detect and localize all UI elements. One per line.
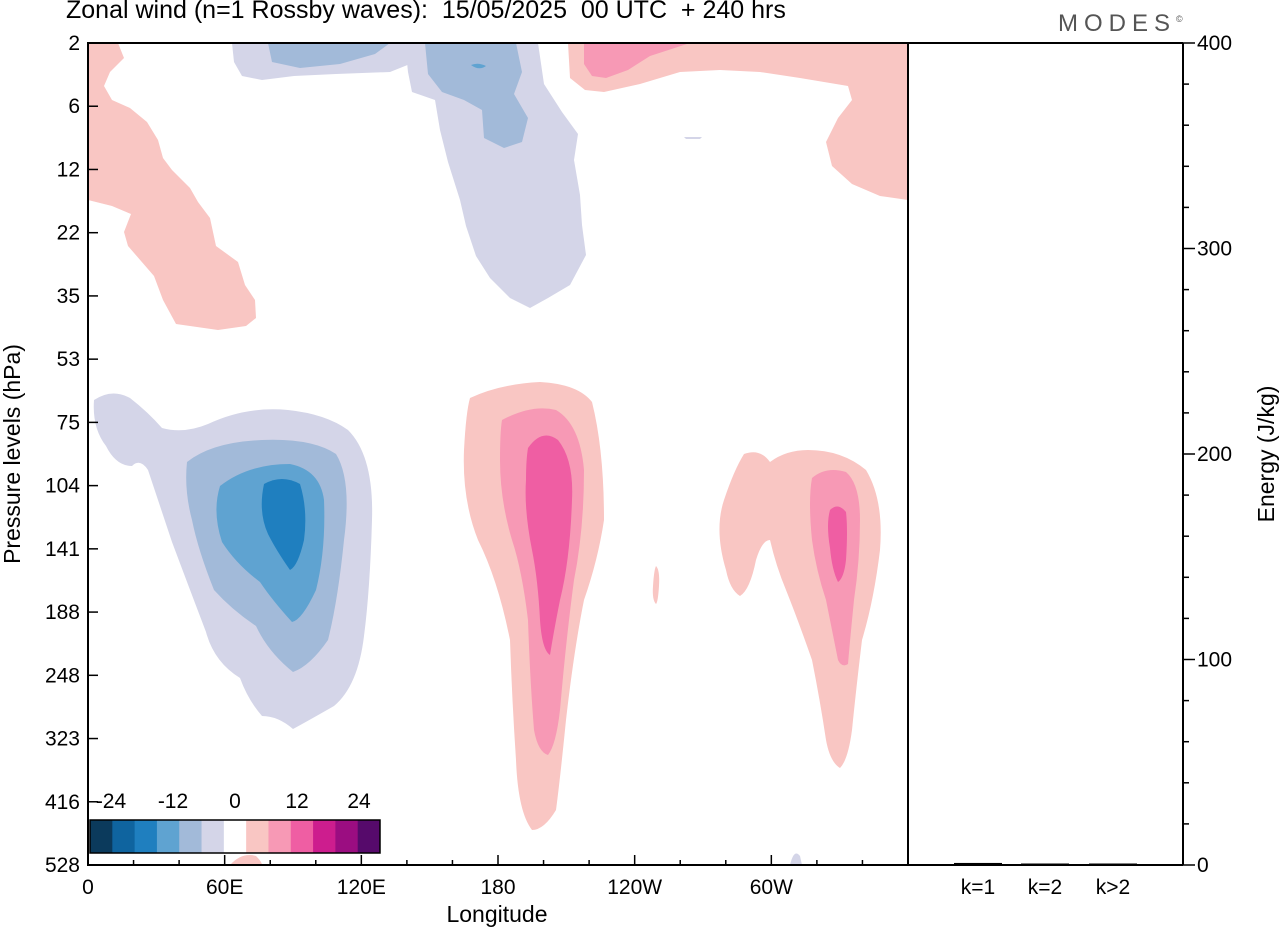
energy-category-label: k=2: [1028, 876, 1062, 899]
y-tick-label: 53: [57, 348, 80, 371]
energy-bar: [1089, 863, 1137, 865]
contour-bottom-negative: [790, 853, 802, 865]
colorbar-swatch: [246, 820, 269, 853]
contour-west-negative-core: [261, 479, 306, 570]
energy-tick-label: 300: [1197, 238, 1232, 261]
y-tick-label: 104: [45, 475, 80, 498]
energy-bar: [1021, 863, 1069, 865]
contour-upper-left-positive: [88, 43, 256, 330]
x-tick-label: 60W: [750, 876, 793, 899]
colorbar-swatch: [134, 820, 158, 853]
colorbar-swatch: [179, 820, 203, 853]
colorbar-swatch: [313, 820, 336, 853]
colorbar-swatch: [112, 820, 136, 853]
colorbar-swatch: [335, 820, 359, 853]
brand-mark: ©: [1176, 14, 1183, 24]
contour-upper-negative-b-inner: [425, 43, 528, 148]
colorbar-label: 12: [285, 790, 308, 813]
energy-axis-title: Energy (J/kg): [1253, 386, 1279, 523]
chart-title: Zonal wind (n=1 Rossby waves): 15/05/202…: [66, 0, 786, 24]
colorbar-swatch: [201, 820, 225, 853]
contour-field: [88, 43, 908, 865]
y-tick-label: 188: [45, 601, 80, 624]
contour-upper-negative-b-core: [471, 63, 486, 69]
x-tick-label: 120W: [607, 876, 662, 899]
axes-group: 0 60E 120E 180 120W 60W 2 6 12 22 35 53 75 104 141 188 2…: [45, 32, 1232, 899]
y-tick-label: 75: [57, 411, 80, 434]
colorbar-frame: [89, 819, 381, 854]
y-axis-title: Pressure levels (hPa): [0, 344, 25, 564]
x-tick-label: 0: [82, 876, 94, 899]
y-tick-label: 528: [45, 854, 80, 877]
energy-bar: [954, 862, 1002, 865]
y-tick-label: 12: [57, 158, 80, 181]
colorbar-label: 24: [347, 790, 371, 813]
contour-upper-negative-b: [405, 43, 586, 308]
colorbar-swatch: [90, 820, 113, 853]
y-tick-label: 323: [45, 728, 80, 751]
brand-name: MODES: [1058, 10, 1177, 37]
contour-dateline-positive-l12: [525, 435, 573, 655]
colorbar-label: 0: [229, 790, 241, 813]
energy-tick-label: 0: [1197, 854, 1209, 877]
x-tick-label: 60E: [206, 876, 243, 899]
y-tick-label: 2: [68, 32, 80, 55]
colorbar-swatch: [268, 820, 292, 853]
colorbar-label: -24: [96, 790, 127, 813]
x-tick-label: 180: [480, 876, 515, 899]
y-tick-label: 141: [45, 538, 80, 561]
contour-speck: [684, 137, 702, 139]
y-tick-label: 248: [45, 664, 80, 687]
y-tick-label: 35: [57, 285, 80, 308]
colorbar-swatch: [357, 820, 381, 853]
y-tick-label: 22: [57, 222, 80, 245]
energy-bars-group: k=1 k=2 k>2: [954, 862, 1137, 899]
contour-bottom-positive: [230, 855, 262, 865]
brand-logo: MODES©: [1058, 10, 1183, 38]
energy-category-label: k>2: [1096, 876, 1130, 899]
colorbar-swatch: [156, 820, 180, 853]
energy-tick-label: 400: [1197, 32, 1232, 55]
x-axis-title: Longitude: [446, 901, 547, 927]
contour-upper-right-positive-inner: [584, 43, 690, 78]
energy-tick-label: 100: [1197, 649, 1232, 672]
x-tick-label: 120E: [337, 876, 386, 899]
energy-category-label: k=1: [961, 876, 995, 899]
colorbar: -24 -12 0 12 24: [89, 790, 381, 854]
y-tick-label: 416: [45, 791, 80, 814]
contour-upper-negative-a-inner: [268, 43, 390, 68]
contour-eastern-positive-core: [828, 506, 847, 582]
colorbar-swatch: [290, 820, 314, 853]
contour-small-positive: [652, 566, 660, 604]
energy-tick-label: 200: [1197, 443, 1232, 466]
y-tick-label: 6: [68, 95, 80, 118]
colorbar-swatch: [223, 820, 247, 853]
colorbar-label: -12: [158, 790, 188, 813]
